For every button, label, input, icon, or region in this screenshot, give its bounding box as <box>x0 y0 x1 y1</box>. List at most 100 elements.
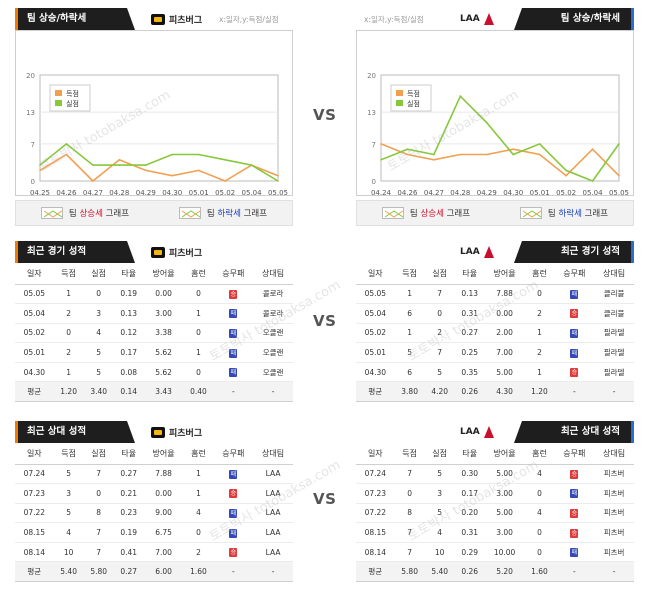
h2h-header: 최근 상대 성적 피츠버그 <box>15 421 293 443</box>
table-cell: 피츠버 <box>594 542 634 563</box>
average-cell: 1.60 <box>524 561 555 583</box>
table-cell: 04.30 <box>15 362 54 383</box>
table-cell: 04.30 <box>356 362 395 383</box>
x-tick-label: 05.04 <box>242 189 263 195</box>
downtrend-graph-icon <box>178 207 201 219</box>
result-cell: 승 <box>554 522 595 543</box>
accent-bar <box>15 421 18 443</box>
table-cell: 07.24 <box>15 464 54 485</box>
column-header: 실점 <box>424 263 455 285</box>
downtrend-legend: 팀 하락세 그래프 <box>178 207 267 219</box>
result-cell: 패 <box>554 342 595 363</box>
team-name: 피츠버그 <box>169 16 203 26</box>
data-point <box>224 180 226 182</box>
average-cell: - <box>594 561 634 583</box>
loss-badge-icon: 패 <box>229 368 238 378</box>
table-cell: 0.13 <box>113 303 144 324</box>
table-cell: 7 <box>424 284 455 305</box>
table-cell: 05.01 <box>356 342 395 363</box>
table-cell: 피츠버 <box>594 464 634 485</box>
table-cell: 0.23 <box>113 503 144 524</box>
table-cell: 3.38 <box>143 323 184 344</box>
table-header-row: 일자 득점 실점 타율 방어율 홈런 승무패 상대팀 <box>15 263 293 285</box>
stats-table: 일자 득점 실점 타율 방어율 홈런 승무패 상대팀 07.24 7 5 0.30 5.00 4 승 피츠버 0… <box>356 443 634 583</box>
table-cell: 0 <box>394 483 425 504</box>
data-point <box>538 153 541 156</box>
table-cell: 필라델 <box>594 323 634 344</box>
table-cell: 0.41 <box>113 542 144 563</box>
trend-title: 팀 상승/하락세 <box>15 8 135 30</box>
column-header: 상대팀 <box>594 263 634 285</box>
pirates-logo-icon <box>151 14 165 25</box>
average-cell: 평균 <box>15 561 54 583</box>
result-cell: 패 <box>213 323 254 344</box>
data-point <box>618 143 620 145</box>
average-cell: - <box>253 561 293 583</box>
vs-label: VS <box>313 490 337 508</box>
data-point <box>380 143 382 145</box>
table-cell: 0.17 <box>113 342 144 363</box>
loss-badge-icon: 패 <box>229 328 238 338</box>
legend-word: 상승세 <box>79 209 103 219</box>
result-cell: 승 <box>554 464 595 485</box>
result-cell: 승 <box>213 284 254 305</box>
y-tick-label: 20 <box>367 72 376 80</box>
series-line-scored <box>39 153 279 183</box>
data-point <box>380 159 382 161</box>
table-row: 07.23 0 3 0.17 3.00 0 패 피츠버 <box>356 483 634 504</box>
table-cell: 0 <box>524 284 555 305</box>
average-row: 평균 5.80 5.40 0.26 5.20 1.60- - <box>356 561 634 583</box>
table-cell: 5 <box>83 342 114 363</box>
downtrend-legend: 팀 하락세 그래프 <box>519 207 608 219</box>
average-cell: 6.00 <box>143 561 184 583</box>
table-row: 05.05 1 0 0.19 0.00 0 승 콜로라 <box>15 284 293 305</box>
pirates-logo-icon <box>151 427 165 438</box>
table-cell: 0.20 <box>454 503 485 524</box>
table-cell: 4 <box>524 503 555 524</box>
legend-label-allowed: 실점 <box>66 99 79 108</box>
legend-swatch-scored <box>396 90 403 96</box>
table-row: 05.02 1 2 0.27 2.00 1 패 필라델 <box>356 323 634 344</box>
result-cell: 패 <box>213 303 254 324</box>
average-cell: - <box>213 381 254 403</box>
table-cell: 콜로라 <box>253 303 293 324</box>
column-header: 승무패 <box>554 263 595 285</box>
table-cell: 3.00 <box>143 303 184 324</box>
table-cell: 9.00 <box>143 503 184 524</box>
average-cell: 5.80 <box>83 561 114 583</box>
table-cell: 4 <box>83 323 114 344</box>
data-point <box>65 143 68 145</box>
x-tick-label: 05.04 <box>583 189 604 195</box>
column-header: 일자 <box>356 263 395 285</box>
table-cell: 7 <box>394 542 425 563</box>
data-point <box>591 180 594 182</box>
plot-area <box>39 74 279 182</box>
table-cell: 1 <box>524 323 555 344</box>
table-cell: 5 <box>394 342 425 363</box>
table-row: 05.01 2 5 0.17 5.62 1 패 오클랜 <box>15 342 293 363</box>
stats-table: 일자 득점 실점 타율 방어율 홈런 승무패 상대팀 07.24 5 7 0.27 7.88 1 패 LAA 0… <box>15 443 293 583</box>
data-point <box>565 174 567 177</box>
table-cell: 7 <box>394 464 425 485</box>
x-tick-label: 05.05 <box>609 189 629 195</box>
data-point <box>512 148 515 150</box>
column-header: 상대팀 <box>253 263 293 285</box>
average-cell: 1.60 <box>183 561 214 583</box>
section-title: 최근 상대 성적 <box>15 421 135 443</box>
data-point <box>433 153 435 156</box>
y-tick-label: 7 <box>31 141 35 149</box>
x-tick-label: 05.02 <box>556 189 576 195</box>
team-label: LAA <box>460 246 494 258</box>
legend-label-scored: 득점 <box>66 90 79 98</box>
result-cell: 패 <box>554 483 595 504</box>
table-cell: 오클랜 <box>253 323 293 344</box>
table-cell: LAA <box>253 503 293 524</box>
loss-badge-icon: 패 <box>570 328 579 338</box>
table-row: 07.24 5 7 0.27 7.88 1 패 LAA <box>15 464 293 485</box>
data-point <box>459 95 462 97</box>
data-point <box>618 174 620 177</box>
result-cell: 패 <box>213 503 254 524</box>
legend-swatch-scored <box>55 90 62 96</box>
data-point <box>250 164 253 166</box>
data-point <box>277 180 279 182</box>
